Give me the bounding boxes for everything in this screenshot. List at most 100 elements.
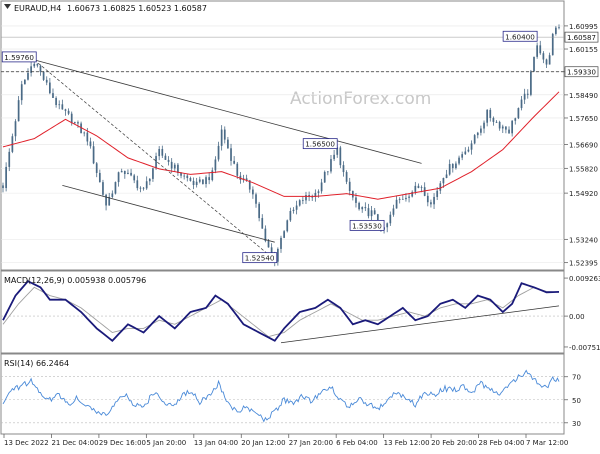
candle-body: [167, 159, 170, 162]
price-annotation-box: [242, 252, 278, 264]
candle-body: [464, 151, 467, 155]
macd-title: MACD(12,26,9) 0.005938 0.005796: [4, 276, 146, 285]
candle-body: [123, 170, 126, 175]
symbol-dropdown-icon[interactable]: [4, 4, 11, 9]
candle-body: [455, 163, 457, 169]
candle-body: [305, 195, 307, 201]
candle-body: [8, 151, 11, 167]
candle-body: [545, 59, 548, 65]
candle-body: [405, 197, 407, 200]
time-tick-label: 13 Jan 04:00: [194, 439, 238, 447]
candle-body: [520, 99, 523, 109]
candle-body: [311, 196, 314, 198]
price-annotation-box: [302, 138, 338, 150]
candle-body: [148, 178, 151, 182]
candle-body: [395, 199, 398, 209]
candle-body: [92, 146, 95, 164]
candle-body: [292, 209, 295, 212]
candle-body: [133, 175, 136, 181]
candle-body: [495, 121, 498, 123]
rsi-tick-label: 30: [572, 420, 581, 428]
candle-body: [536, 45, 538, 57]
price-annotation-box: [349, 219, 385, 231]
candle-body: [298, 200, 301, 206]
candle-body: [152, 168, 154, 179]
candle-body: [505, 126, 507, 130]
time-tick-label: 6 Feb 04:00: [336, 439, 377, 447]
candle-body: [20, 84, 23, 101]
candle-body: [161, 149, 164, 156]
candle-body: [248, 180, 251, 190]
candle-body: [320, 182, 323, 192]
candle-body: [517, 108, 520, 119]
macd-trendline: [280, 305, 560, 344]
candle-body: [36, 63, 39, 66]
candle-body: [42, 71, 45, 80]
rsi-line: [2, 369, 560, 423]
price-annotation-label: 1.53530: [352, 221, 382, 230]
candle-body: [433, 196, 435, 205]
candle-body: [302, 200, 304, 202]
candle-body: [73, 122, 76, 124]
candle-body: [483, 122, 485, 129]
candle-body: [30, 66, 32, 73]
candle-body: [55, 97, 57, 106]
level-price-box: [564, 66, 599, 78]
candle-body: [236, 163, 239, 176]
rsi-tick-label: 70: [572, 374, 581, 382]
time-tick-label: 20 Feb 20:00: [431, 439, 477, 447]
candle-body: [308, 195, 310, 197]
candle-body: [267, 241, 270, 248]
candle-body: [136, 180, 139, 189]
candle-body: [17, 100, 20, 122]
candle-body: [467, 149, 470, 152]
candle-body: [270, 247, 273, 253]
candle-body: [486, 109, 489, 123]
candle-body: [458, 157, 460, 164]
candle-body: [214, 159, 217, 171]
candle-body: [511, 120, 514, 134]
candle-body: [67, 110, 70, 114]
candle-body: [217, 145, 220, 160]
candle-body: [173, 164, 176, 169]
candle-body: [117, 172, 120, 183]
candle-body: [555, 27, 557, 34]
time-tick-label: 27 Jan 20:00: [289, 439, 333, 447]
candle-body: [86, 132, 89, 142]
price-tick-label: 1.54920: [569, 190, 598, 198]
candle-body: [289, 211, 292, 221]
candle-body: [80, 123, 82, 134]
candle-body: [473, 135, 476, 144]
candle-body: [180, 172, 182, 176]
candle-body: [105, 194, 107, 206]
rsi-pane-frame: [0, 353, 565, 435]
candle-body: [77, 122, 79, 124]
candle-body: [417, 185, 420, 188]
candle-body: [145, 181, 148, 189]
candle-body: [551, 33, 554, 56]
candle-body: [277, 248, 279, 262]
candle-body: [233, 160, 236, 164]
candle-body: [498, 121, 501, 129]
current-price-box: [564, 31, 599, 43]
candle-body: [255, 194, 257, 204]
candle-body: [70, 113, 73, 124]
candle-body: [436, 190, 439, 197]
current-price-label: 1.60587: [567, 34, 596, 42]
candle-body: [314, 192, 317, 197]
candle-body: [48, 82, 51, 94]
channel-lower-line: [62, 185, 275, 243]
candle-body: [158, 149, 161, 157]
candle-body: [189, 178, 192, 181]
candle-body: [358, 202, 360, 210]
candle-body: [430, 202, 432, 205]
price-annotation-label: 1.52540: [245, 254, 275, 263]
candle-body: [198, 179, 201, 182]
watermark: ActionForex.com: [290, 89, 431, 109]
candle-body: [526, 93, 529, 95]
candle-body: [533, 56, 535, 72]
candle-body: [264, 228, 267, 242]
price-tick-label: 1.60155: [569, 46, 598, 54]
candle-body: [401, 198, 404, 200]
